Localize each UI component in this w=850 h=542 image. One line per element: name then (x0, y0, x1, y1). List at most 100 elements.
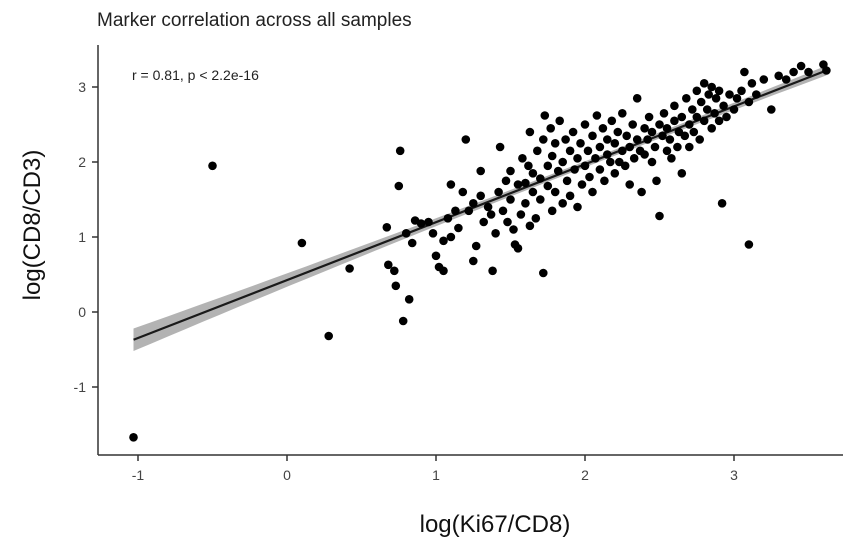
data-point (677, 169, 687, 178)
data-point (719, 101, 728, 111)
data-point (550, 139, 560, 148)
data-point (632, 94, 642, 103)
data-point (565, 146, 575, 156)
data-point (395, 146, 405, 156)
data-point (781, 75, 791, 84)
data-point (528, 169, 538, 178)
data-point (662, 124, 672, 133)
y-axis-ticks: -1 0 1 2 3 (74, 79, 98, 395)
data-point (550, 187, 560, 197)
data-point (692, 112, 702, 122)
data-point (446, 232, 456, 242)
data-point (439, 266, 448, 276)
data-point (804, 67, 813, 77)
data-point (570, 165, 579, 174)
data-point (652, 176, 661, 186)
data-point (391, 281, 401, 291)
data-point (297, 238, 307, 248)
data-point (632, 135, 642, 144)
data-point (454, 223, 463, 233)
data-point (416, 219, 426, 228)
data-point (539, 268, 548, 278)
data-point (404, 295, 414, 304)
data-point (513, 180, 523, 189)
data-point (647, 157, 657, 167)
data-point (680, 131, 690, 141)
data-point (643, 135, 652, 144)
data-point (625, 180, 634, 189)
correlation-annotation: r = 0.81, p < 2.2e-16 (132, 67, 259, 83)
data-point (677, 112, 687, 122)
data-point (598, 124, 608, 133)
data-point (546, 124, 555, 133)
data-point (658, 131, 667, 141)
data-point (796, 61, 806, 71)
data-point (521, 199, 530, 208)
data-point (592, 111, 602, 120)
data-point (488, 266, 497, 276)
data-point (696, 97, 706, 107)
data-point (324, 331, 334, 341)
x-tick-label: 3 (730, 467, 738, 483)
data-point (699, 79, 709, 88)
x-axis-title: log(Ki67/CD8) (420, 511, 571, 538)
y-tick-label: 0 (78, 304, 86, 320)
data-point (618, 146, 627, 156)
data-point (443, 214, 453, 223)
data-point (606, 157, 615, 167)
data-point (789, 67, 798, 77)
y-tick-label: -1 (74, 379, 87, 395)
data-point (725, 90, 734, 99)
data-point (603, 135, 612, 144)
data-point (525, 221, 535, 231)
data-point (667, 154, 676, 163)
data-point (685, 120, 694, 129)
data-point (640, 124, 649, 133)
data-point (390, 266, 399, 276)
data-point (476, 166, 486, 176)
data-point (689, 127, 699, 137)
data-point (503, 217, 512, 227)
data-point (688, 105, 697, 114)
data-point (588, 187, 597, 197)
data-point (573, 154, 582, 163)
data-point (384, 260, 393, 270)
data-point (744, 240, 754, 249)
y-axis-title: log(CD8/CD3) (19, 150, 46, 301)
data-point (774, 71, 783, 81)
data-point (525, 127, 535, 137)
data-point (704, 90, 713, 99)
data-point (752, 90, 761, 99)
data-point (670, 116, 679, 126)
data-point (543, 181, 553, 191)
data-point (711, 94, 721, 103)
data-point (439, 236, 448, 246)
data-point (603, 150, 612, 159)
data-point (506, 195, 515, 204)
plot-area (129, 60, 831, 442)
data-point (625, 142, 634, 152)
data-point (531, 214, 541, 223)
data-point (607, 116, 617, 126)
data-point (469, 256, 478, 266)
data-point (540, 111, 550, 120)
data-point (528, 187, 538, 197)
data-point (673, 142, 682, 152)
data-point (595, 165, 605, 174)
x-tick-label: 0 (283, 467, 291, 483)
x-tick-label: -1 (132, 467, 145, 483)
data-point (495, 142, 505, 152)
data-point (600, 176, 609, 186)
data-point (670, 101, 679, 111)
data-point (558, 157, 567, 167)
data-point (707, 82, 716, 92)
data-point (491, 229, 500, 238)
data-point (747, 79, 757, 88)
data-point (595, 142, 605, 152)
data-point (561, 135, 570, 144)
data-point (543, 161, 553, 171)
data-point (622, 131, 631, 141)
data-point (536, 174, 545, 183)
data-point (506, 166, 515, 176)
data-point (665, 135, 675, 144)
